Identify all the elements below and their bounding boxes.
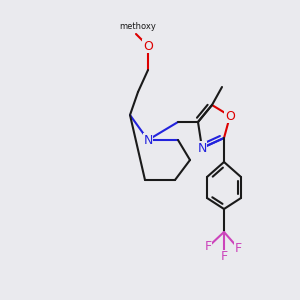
Text: N: N (143, 134, 153, 146)
Text: F: F (204, 241, 211, 254)
Text: N: N (197, 142, 207, 154)
Text: methoxy: methoxy (120, 22, 156, 31)
Text: O: O (143, 40, 153, 52)
Text: O: O (225, 110, 235, 122)
Text: F: F (220, 250, 228, 263)
Text: F: F (234, 242, 242, 254)
